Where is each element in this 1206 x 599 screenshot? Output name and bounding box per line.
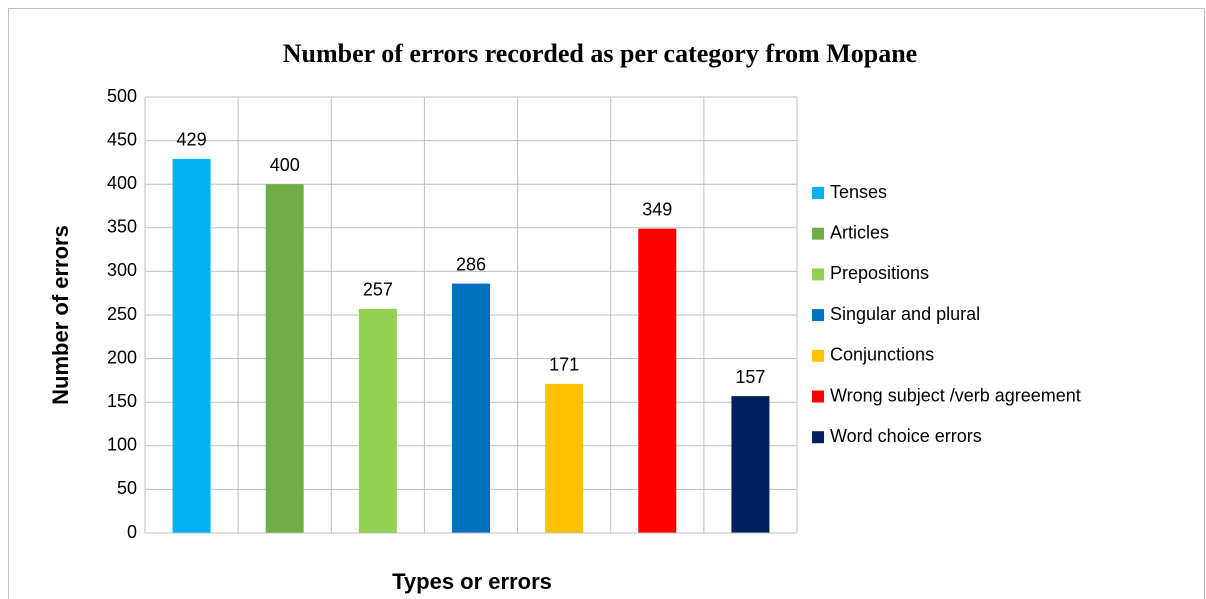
y-tick-label: 0 — [127, 522, 137, 542]
chart-title: Number of errors recorded as per categor… — [283, 39, 917, 68]
legend-label: Singular and plural — [830, 304, 980, 324]
legend-swatch — [812, 349, 824, 362]
data-label: 400 — [270, 155, 300, 175]
legend-label: Tenses — [830, 182, 887, 202]
bar — [358, 308, 397, 533]
data-label: 286 — [456, 254, 486, 274]
bar — [172, 158, 211, 534]
legend-swatch — [812, 431, 824, 444]
legend-swatch — [812, 187, 824, 199]
legend-label: Prepositions — [830, 263, 929, 283]
bar — [452, 283, 490, 533]
legend-swatch — [812, 390, 824, 403]
y-tick-label: 150 — [107, 391, 137, 411]
y-tick-label: 50 — [117, 478, 137, 498]
y-tick-label: 500 — [107, 86, 137, 106]
y-tick-label: 200 — [107, 347, 137, 367]
legend-swatch — [812, 268, 824, 281]
legend-label: Articles — [830, 222, 889, 242]
legend-swatch — [812, 309, 824, 322]
data-label: 349 — [642, 199, 672, 219]
bar — [545, 383, 584, 533]
legend-label: Word choice errors — [830, 426, 982, 446]
y-tick-label: 450 — [107, 129, 137, 149]
legend-label: Wrong subject /verb agreement — [830, 385, 1081, 405]
bar — [731, 396, 770, 533]
data-label: 171 — [549, 355, 579, 375]
legend-label: Conjunctions — [830, 345, 934, 365]
data-label: 429 — [177, 130, 207, 150]
bar — [638, 228, 677, 533]
data-label: 157 — [735, 367, 765, 387]
data-label: 257 — [363, 280, 393, 300]
y-tick-label: 400 — [107, 173, 137, 193]
x-axis-title: Types or errors — [392, 569, 552, 594]
y-tick-label: 350 — [107, 217, 137, 237]
legend-swatch — [812, 227, 824, 240]
y-axis-title: Number of errors — [48, 225, 73, 405]
y-tick-label: 100 — [107, 435, 137, 455]
y-tick-label: 300 — [107, 260, 137, 280]
bar — [265, 184, 304, 533]
y-tick-label: 250 — [107, 304, 137, 324]
